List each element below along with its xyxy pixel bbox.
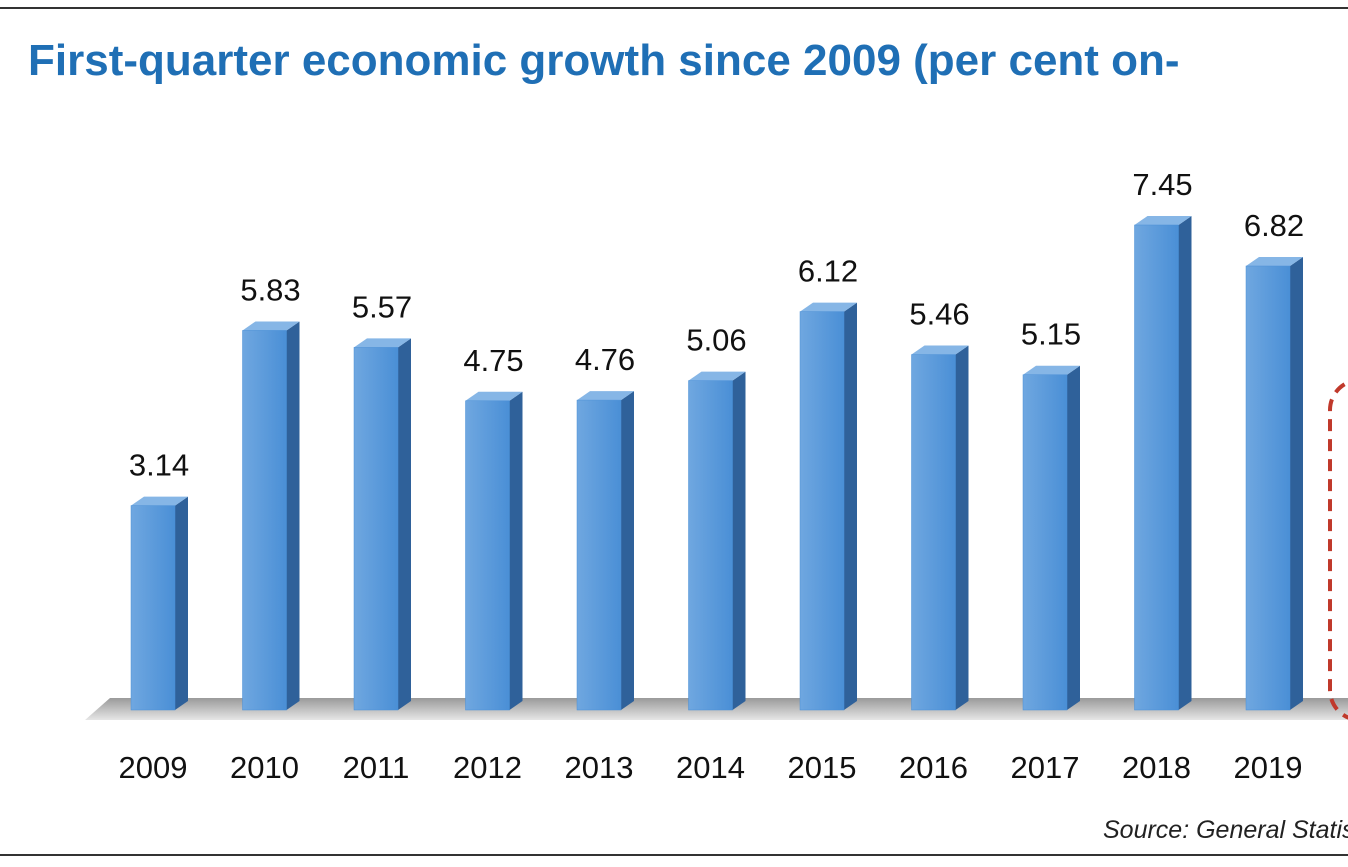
chart-title: First-quarter economic growth since 2009… [28,36,1180,85]
x-tick-label: 2018 [1122,750,1191,785]
x-tick-label: 2012 [453,750,522,785]
value-label: 5.46 [909,297,969,332]
bar-top [577,391,634,401]
bar-side [732,371,746,710]
bar-top [1246,257,1303,267]
x-tick-label: 2013 [565,750,634,785]
bar-side [1178,216,1192,710]
bar-top [131,496,188,506]
bar [1022,374,1068,711]
value-label: 4.75 [463,343,523,378]
value-label: 5.57 [352,289,412,324]
bar-top [800,302,857,312]
bar [799,311,845,711]
bar [130,505,176,711]
bar-side [398,338,411,710]
value-label: 5.15 [1021,317,1081,352]
bar-top [242,321,300,331]
bar-top [688,371,746,381]
value-label: 4.76 [575,342,635,377]
bar-side [1067,365,1080,710]
x-tick-label: 2014 [676,750,745,785]
value-label: 6.82 [1244,208,1304,243]
x-tick-label: 2019 [1234,750,1303,785]
value-label: 7.45 [1132,167,1192,202]
bar-side [509,391,523,710]
bar [576,399,622,711]
x-tick-label: 2010 [230,750,299,785]
value-label: 6.12 [798,254,858,289]
bar-top [354,338,411,348]
x-tick-label: 2016 [899,750,968,785]
bar-side [621,391,634,710]
bar [1134,224,1179,711]
bar-top [911,345,969,355]
bar-side [175,496,188,710]
bar [1245,265,1291,711]
bar-side [1290,257,1303,710]
x-tick-label: 2009 [119,750,188,785]
bar-top [1023,365,1080,375]
highlight-box [1328,380,1348,720]
value-label: 5.83 [240,272,300,307]
source-note: Source: General Statis [1103,816,1348,844]
bar [465,400,510,711]
bar [353,347,399,711]
bar-side [844,302,857,710]
bar-top [1134,216,1192,225]
bar-side [955,345,969,710]
bar-side [286,321,300,710]
value-label: 3.14 [129,448,189,483]
x-tick-label: 2017 [1011,750,1080,785]
bar-top [465,391,523,401]
x-tick-label: 2011 [343,750,410,785]
bar [688,380,733,711]
value-label: 5.06 [686,323,746,358]
bar [242,330,287,711]
x-tick-label: 2015 [788,750,857,785]
bar [911,354,956,711]
